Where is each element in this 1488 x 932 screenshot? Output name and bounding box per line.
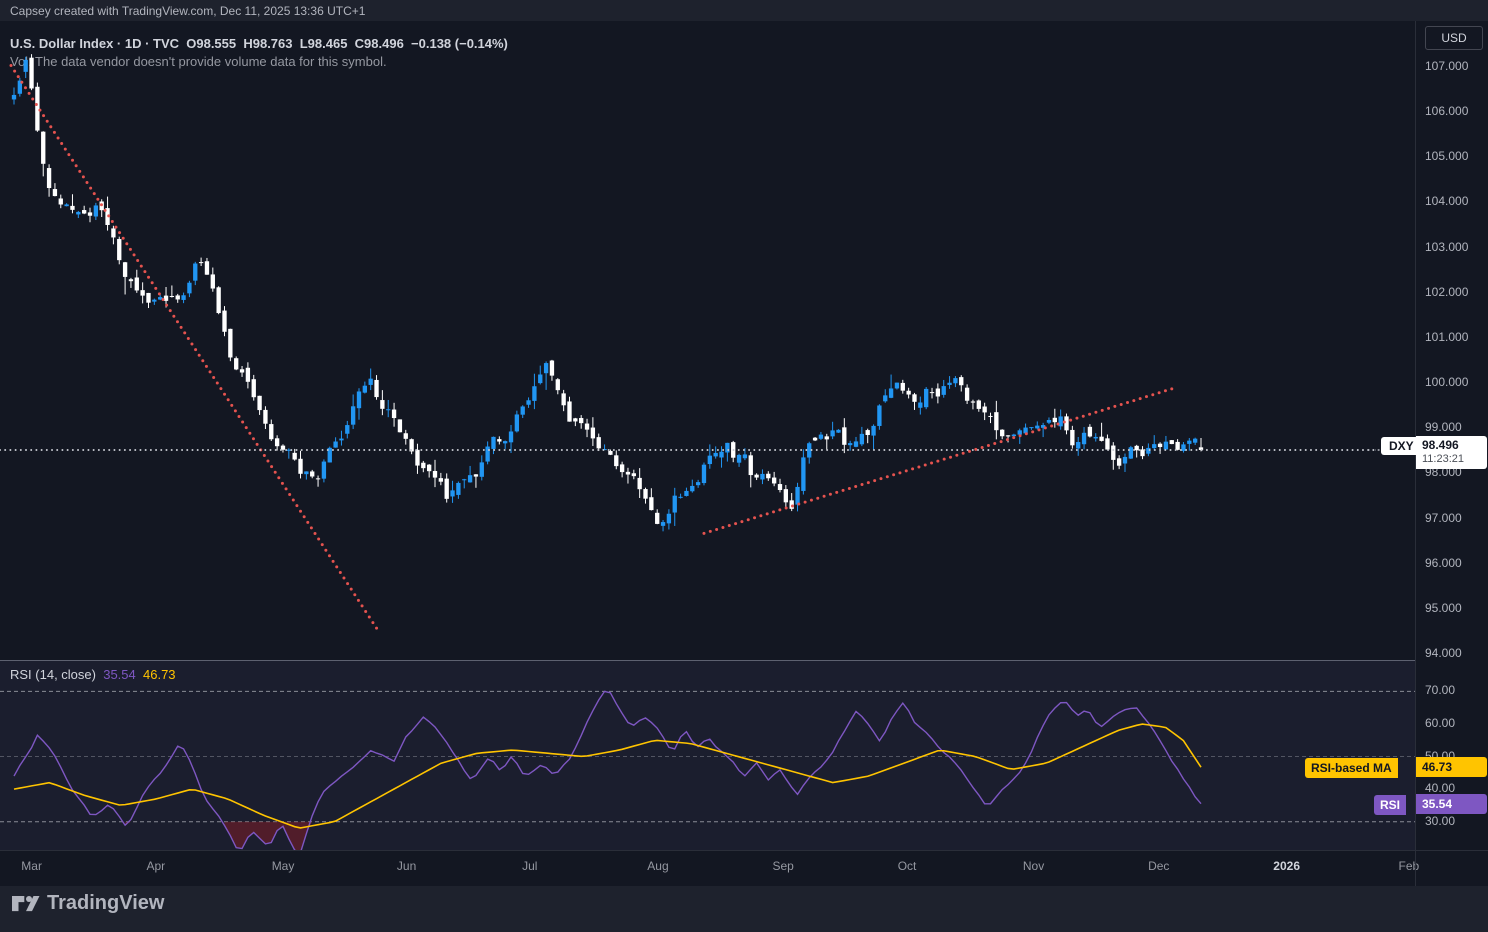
svg-text:TradingView: TradingView bbox=[47, 892, 165, 914]
